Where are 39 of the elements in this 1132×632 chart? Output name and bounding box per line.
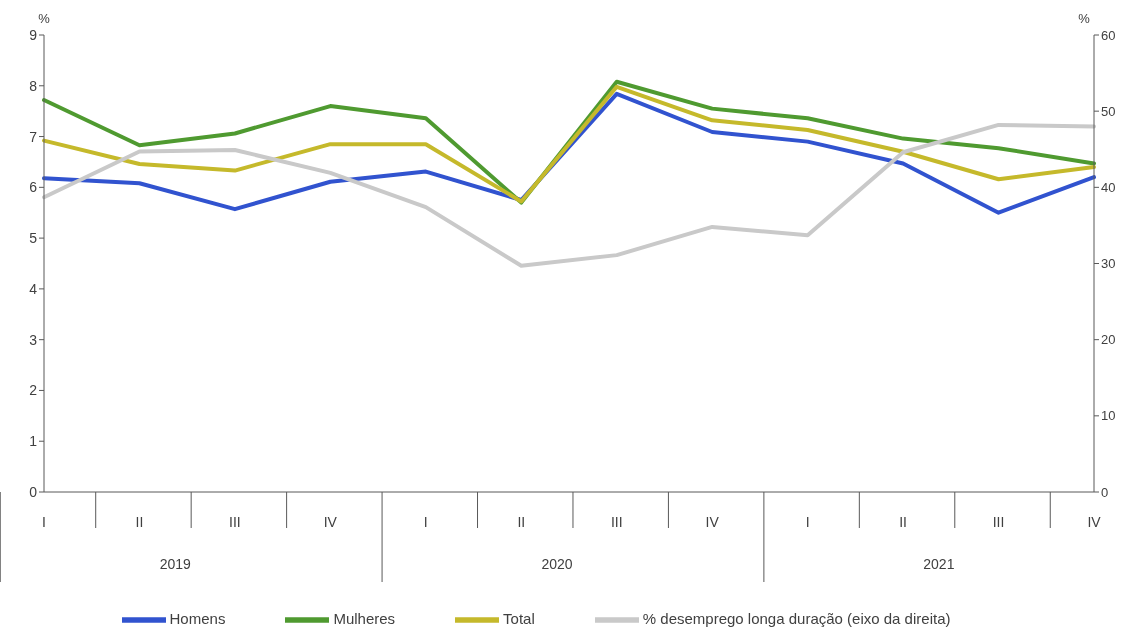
y2-tick-label: 30 xyxy=(1101,256,1116,272)
y-tick-label: 9 xyxy=(29,26,38,43)
text: 2021 xyxy=(923,556,955,572)
y-tick-label: 1 xyxy=(29,433,38,450)
x-tick-label: III xyxy=(229,514,241,530)
x-tick-label: I xyxy=(42,514,46,530)
y-tick-label: 4 xyxy=(29,280,38,297)
text: 2019 xyxy=(159,556,192,572)
x-tick-label: I xyxy=(805,514,810,530)
legend-label: % desemprego longa duração (eixo da direita) xyxy=(642,609,951,627)
line-series xyxy=(42,122,1096,268)
y2-axis-title: % xyxy=(1078,11,1091,26)
legend-label: Total xyxy=(503,609,535,627)
y-tick-label: 6 xyxy=(29,179,38,196)
y2-tick-label: 40 xyxy=(1101,179,1116,195)
y2-tick-label: 10 xyxy=(1101,408,1116,424)
y-tick-label: 0 xyxy=(29,483,38,500)
x-tick-label: II xyxy=(899,514,907,530)
y-tick-label: 5 xyxy=(29,230,38,247)
x-tick-label: IV xyxy=(323,514,338,530)
y-axis-title: % xyxy=(38,11,51,26)
text: 2020 xyxy=(541,556,573,572)
x-tick-label: III xyxy=(992,514,1005,530)
legend-label: Mulheres xyxy=(333,609,396,627)
y2-tick-label: 60 xyxy=(1101,27,1116,43)
y2-tick-label: 0 xyxy=(1101,484,1109,500)
y2-tick-label: 20 xyxy=(1101,332,1116,348)
x-tick-label: II xyxy=(135,514,144,530)
x-tick-label: II xyxy=(517,514,526,530)
y-tick-label: 3 xyxy=(29,331,38,348)
y2-tick-label: 50 xyxy=(1101,103,1116,119)
x-tick-label: IV xyxy=(1087,514,1102,530)
x-tick-label: I xyxy=(423,514,428,530)
x-tick-label: IV xyxy=(705,514,720,530)
y-tick-label: 8 xyxy=(29,77,38,94)
x-tick-label: III xyxy=(610,514,623,530)
y-tick-label: 2 xyxy=(29,382,38,399)
y-tick-label: 7 xyxy=(29,128,38,145)
legend-label: Homens xyxy=(169,609,226,627)
